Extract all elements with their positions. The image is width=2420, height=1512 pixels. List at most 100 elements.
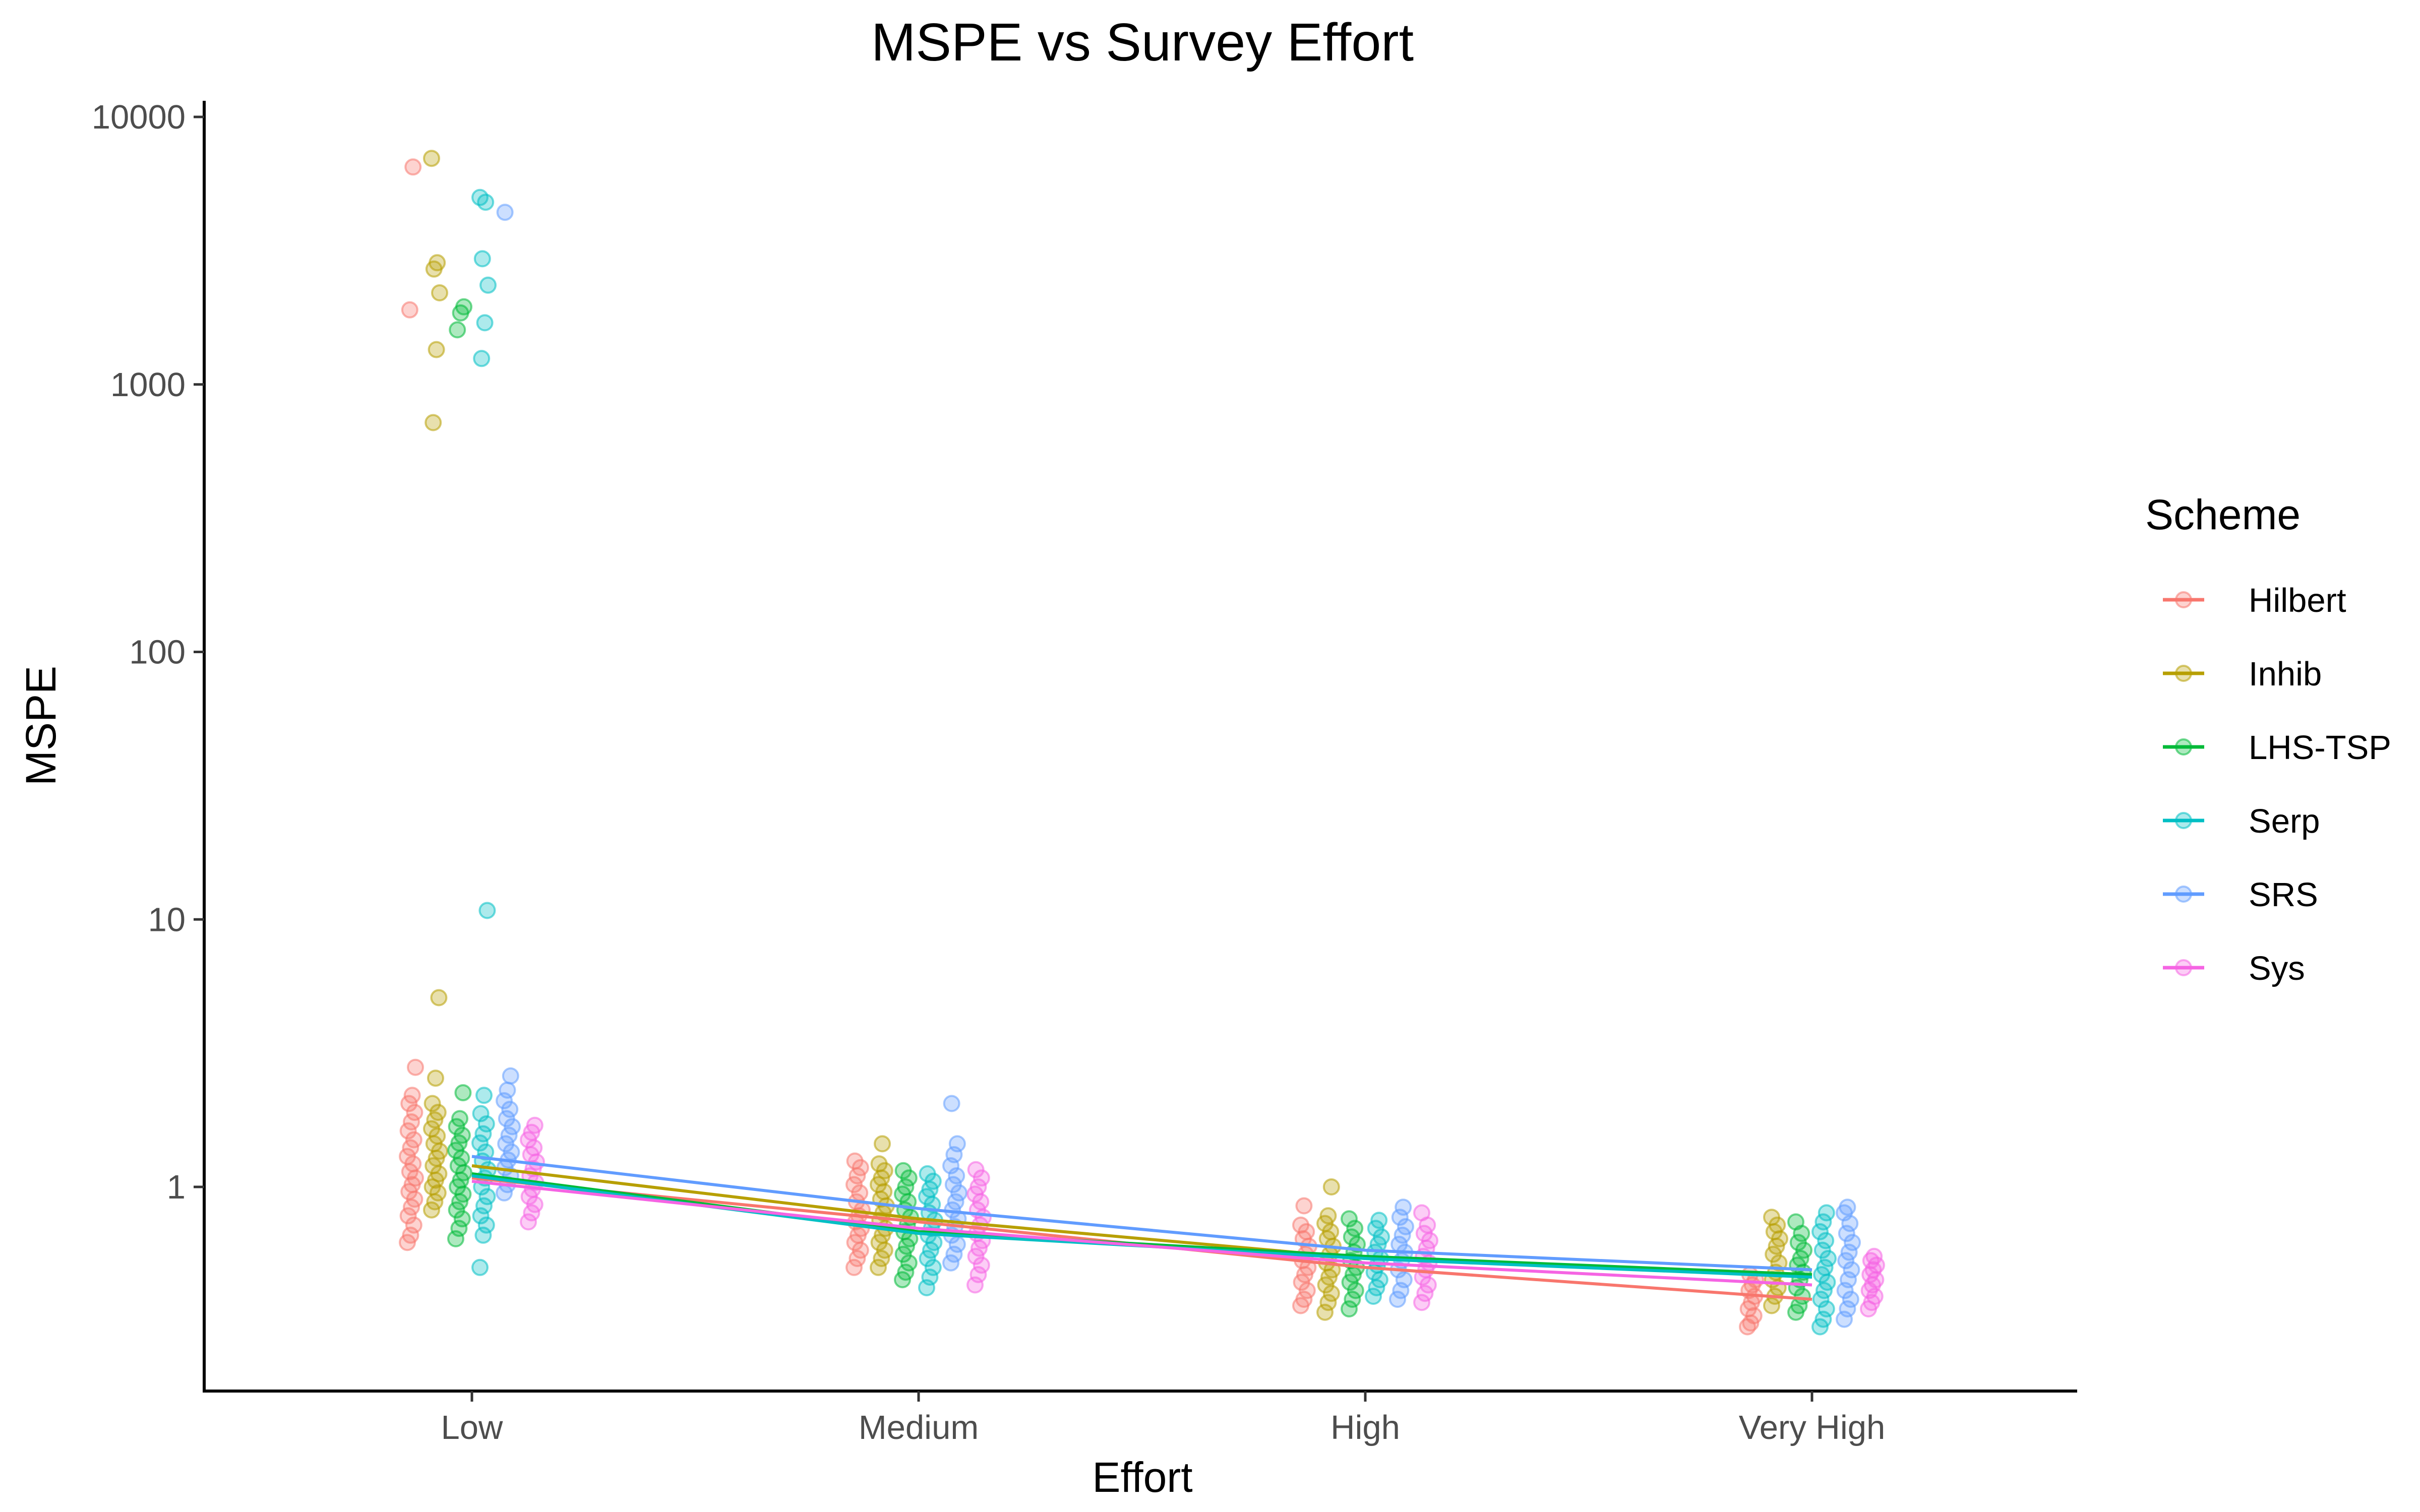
data-point — [428, 341, 445, 358]
data-point — [403, 1087, 421, 1104]
data-point — [845, 1176, 863, 1193]
data-point — [472, 1105, 490, 1122]
data-point — [1316, 1303, 1334, 1321]
data-point — [894, 1162, 912, 1179]
data-point — [1295, 1197, 1313, 1215]
data-point — [846, 1152, 864, 1170]
data-point — [1844, 1234, 1861, 1251]
data-point — [1840, 1243, 1858, 1261]
y-tick-label: 10 — [148, 901, 186, 938]
data-point — [1789, 1234, 1807, 1251]
data-point — [475, 1197, 493, 1215]
data-point — [498, 1110, 515, 1127]
data-point — [1346, 1220, 1364, 1237]
data-point — [948, 1135, 966, 1153]
legend-item-label: Inhib — [2249, 655, 2322, 693]
data-point — [945, 1245, 963, 1263]
data-point — [424, 1095, 441, 1112]
legend-item-label: LHS-TSP — [2249, 729, 2391, 767]
data-point — [471, 188, 489, 206]
data-point — [449, 321, 466, 339]
data-point — [1812, 1291, 1830, 1308]
data-point — [1373, 1228, 1390, 1246]
data-point — [402, 1226, 419, 1244]
data-point — [1322, 1178, 1340, 1195]
data-point — [502, 1067, 519, 1085]
x-tick-label: Medium — [859, 1409, 979, 1446]
data-point — [1763, 1209, 1780, 1226]
data-point — [1413, 1204, 1430, 1222]
chart-title: MSPE vs Survey Effort — [871, 13, 1414, 72]
legend-title: Scheme — [2145, 491, 2301, 538]
data-point — [1813, 1241, 1831, 1259]
data-point — [1818, 1204, 1835, 1222]
data-point — [1865, 1247, 1883, 1265]
y-axis-title: MSPE — [17, 666, 65, 786]
data-point — [429, 254, 446, 272]
y-tick-label: 10000 — [92, 98, 186, 136]
legend: Scheme Hilbert Inhib LHS-TSP Serp SRS Sys — [2145, 491, 2391, 987]
data-point — [947, 1193, 964, 1211]
series-line — [471, 1155, 1812, 1272]
data-point — [473, 250, 491, 268]
data-point — [473, 350, 491, 367]
data-point — [430, 989, 448, 1006]
legend-item-label: SRS — [2249, 876, 2318, 914]
data-point — [1344, 1291, 1361, 1308]
data-point — [1292, 1216, 1309, 1234]
data-point — [1842, 1291, 1859, 1308]
data-point — [1811, 1223, 1829, 1240]
legend-key-point — [2175, 738, 2192, 755]
data-point — [405, 1131, 422, 1149]
data-point — [870, 1258, 887, 1276]
data-point — [874, 1135, 891, 1153]
data-point — [897, 1264, 915, 1281]
data-point — [1838, 1225, 1855, 1242]
data-point — [474, 1125, 492, 1143]
data-point — [471, 1258, 489, 1276]
data-point — [1787, 1213, 1804, 1231]
x-axis-title: Effort — [1092, 1454, 1192, 1501]
data-point — [423, 150, 440, 167]
data-point — [1319, 1207, 1337, 1225]
series-line — [471, 1172, 1812, 1276]
data-point — [1818, 1300, 1835, 1317]
data-point — [474, 1226, 492, 1244]
data-point — [1413, 1294, 1430, 1311]
data-point — [1817, 1232, 1835, 1249]
data-point — [870, 1155, 888, 1173]
data-point — [478, 1188, 496, 1206]
data-point — [1319, 1294, 1337, 1311]
data-point — [924, 1258, 942, 1276]
data-point — [1395, 1271, 1413, 1289]
data-point — [401, 301, 418, 319]
data-point — [451, 1110, 468, 1127]
data-point — [1295, 1291, 1313, 1308]
data-point — [431, 284, 448, 301]
axes: 1 10 100 1000 10000 Low Medium High Very High — [92, 98, 2077, 1446]
data-point — [427, 1069, 444, 1087]
series-line — [471, 1179, 1812, 1287]
data-point — [526, 1116, 543, 1134]
y-tick-label: 1000 — [110, 366, 186, 404]
data-point — [921, 1269, 939, 1286]
data-point — [1843, 1261, 1860, 1279]
data-point — [453, 1126, 471, 1144]
data-point — [1397, 1218, 1414, 1235]
data-point — [1341, 1300, 1358, 1317]
data-point — [897, 1178, 915, 1195]
data-point — [943, 1095, 960, 1112]
x-tick-label: High — [1330, 1409, 1400, 1446]
data-point — [475, 1087, 493, 1104]
legend-key-point — [2175, 665, 2192, 682]
data-point — [944, 1176, 962, 1193]
data-point — [496, 204, 514, 221]
data-point — [973, 1256, 990, 1274]
series-line — [471, 1164, 1812, 1276]
data-point — [520, 1213, 537, 1231]
data-point — [477, 1143, 495, 1161]
data-point — [970, 1178, 987, 1195]
data-point — [499, 1082, 516, 1099]
